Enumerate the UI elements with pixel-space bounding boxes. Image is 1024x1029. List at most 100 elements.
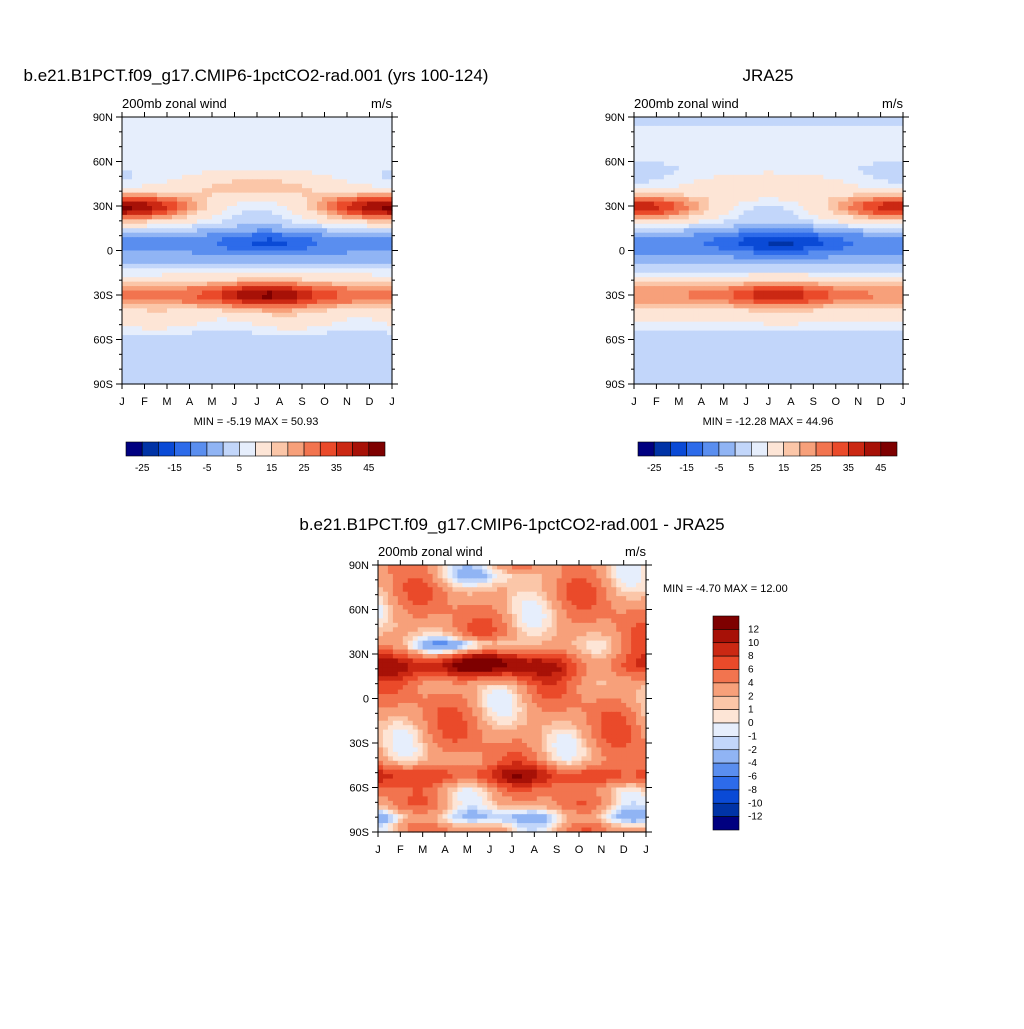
heatmap-cell bbox=[232, 202, 238, 207]
heatmap-cell bbox=[888, 206, 894, 211]
heatmap-cell bbox=[167, 139, 173, 144]
heatmap-cell bbox=[227, 246, 233, 251]
heatmap-cell bbox=[182, 291, 188, 296]
heatmap-cell bbox=[634, 170, 640, 175]
heatmap-cell bbox=[694, 139, 700, 144]
heatmap-cell bbox=[152, 371, 158, 376]
heatmap-cell bbox=[813, 215, 819, 220]
heatmap-cell bbox=[764, 219, 770, 224]
heatmap-cell bbox=[372, 162, 378, 167]
heatmap-cell bbox=[357, 317, 363, 322]
heatmap-cell bbox=[759, 166, 765, 171]
heatmap-cell bbox=[282, 375, 288, 380]
heatmap-cell bbox=[227, 251, 233, 256]
heatmap-cell bbox=[132, 331, 138, 336]
heatmap-cell bbox=[823, 206, 829, 211]
heatmap-cell bbox=[247, 308, 253, 313]
heatmap-cell bbox=[197, 166, 203, 171]
heatmap-cell bbox=[302, 228, 308, 233]
heatmap-cell bbox=[362, 224, 368, 229]
heatmap-cell bbox=[167, 175, 173, 180]
heatmap-cell bbox=[347, 255, 353, 260]
heatmap-cell bbox=[232, 313, 238, 318]
heatmap-cell bbox=[282, 291, 288, 296]
heatmap-cell bbox=[739, 215, 745, 220]
heatmap-cell bbox=[362, 153, 368, 158]
heatmap-cell bbox=[377, 317, 383, 322]
heatmap-cell bbox=[347, 215, 353, 220]
heatmap-cell bbox=[252, 242, 258, 247]
heatmap-cell bbox=[327, 193, 333, 198]
heatmap-cell bbox=[634, 224, 640, 229]
heatmap-cell bbox=[262, 224, 268, 229]
heatmap-cell bbox=[689, 197, 695, 202]
colorbar-swatch bbox=[369, 442, 385, 456]
heatmap-cell bbox=[177, 348, 183, 353]
heatmap-cell bbox=[137, 366, 143, 371]
heatmap-cell bbox=[883, 170, 889, 175]
heatmap-cell bbox=[764, 179, 770, 184]
heatmap-cell bbox=[347, 166, 353, 171]
heatmap-cell bbox=[332, 357, 338, 362]
heatmap-cell bbox=[873, 246, 879, 251]
heatmap-cell bbox=[212, 375, 218, 380]
heatmap-cell bbox=[252, 268, 258, 273]
heatmap-cell bbox=[377, 304, 383, 309]
heatmap-cell bbox=[227, 375, 233, 380]
heatmap-cell bbox=[322, 259, 328, 264]
heatmap-cell bbox=[719, 130, 725, 135]
heatmap-cell bbox=[222, 304, 228, 309]
heatmap-cell bbox=[127, 197, 133, 202]
heatmap-cell bbox=[197, 322, 203, 327]
heatmap-cell bbox=[252, 317, 258, 322]
heatmap-cell bbox=[312, 317, 318, 322]
heatmap-cell bbox=[883, 175, 889, 180]
heatmap-cell bbox=[679, 210, 685, 215]
heatmap-cell bbox=[282, 251, 288, 256]
heatmap-cell bbox=[714, 242, 720, 247]
heatmap-cell bbox=[172, 313, 178, 318]
heatmap-cell bbox=[132, 304, 138, 309]
heatmap-cell bbox=[372, 121, 378, 126]
heatmap-cell bbox=[719, 184, 725, 189]
heatmap-cell bbox=[352, 375, 358, 380]
heatmap-cell bbox=[287, 144, 293, 149]
heatmap-cell bbox=[813, 179, 819, 184]
heatmap-cell bbox=[252, 277, 258, 282]
heatmap-cell bbox=[377, 313, 383, 318]
heatmap-cell bbox=[317, 295, 323, 300]
heatmap-cell bbox=[858, 126, 864, 131]
heatmap-cell bbox=[227, 357, 233, 362]
heatmap-cell bbox=[372, 139, 378, 144]
heatmap-cell bbox=[362, 206, 368, 211]
heatmap-cell bbox=[227, 286, 233, 291]
heatmap-cell bbox=[307, 179, 313, 184]
heatmap-cell bbox=[147, 206, 153, 211]
heatmap-cell bbox=[838, 166, 844, 171]
heatmap-cell bbox=[262, 166, 268, 171]
heatmap-cell bbox=[192, 286, 198, 291]
colorbar-swatch bbox=[223, 442, 239, 456]
heatmap-cell bbox=[893, 117, 899, 122]
heatmap-cell bbox=[312, 357, 318, 362]
heatmap-cell bbox=[307, 299, 313, 304]
heatmap-cell bbox=[277, 335, 283, 340]
heatmap-cell bbox=[317, 366, 323, 371]
heatmap-cell bbox=[167, 348, 173, 353]
heatmap-cell bbox=[272, 197, 278, 202]
heatmap-cell bbox=[312, 197, 318, 202]
heatmap-cell bbox=[197, 130, 203, 135]
heatmap-cell bbox=[197, 286, 203, 291]
heatmap-cell bbox=[798, 175, 804, 180]
heatmap-cell bbox=[242, 170, 248, 175]
heatmap-cell bbox=[352, 157, 358, 162]
heatmap-cell bbox=[302, 255, 308, 260]
heatmap-cell bbox=[699, 246, 705, 251]
heatmap-cell bbox=[347, 162, 353, 167]
heatmap-cell bbox=[212, 291, 218, 296]
heatmap-cell bbox=[724, 206, 730, 211]
heatmap-cell bbox=[122, 348, 128, 353]
heatmap-cell bbox=[127, 188, 133, 193]
heatmap-cell bbox=[142, 170, 148, 175]
heatmap-cell bbox=[157, 175, 163, 180]
